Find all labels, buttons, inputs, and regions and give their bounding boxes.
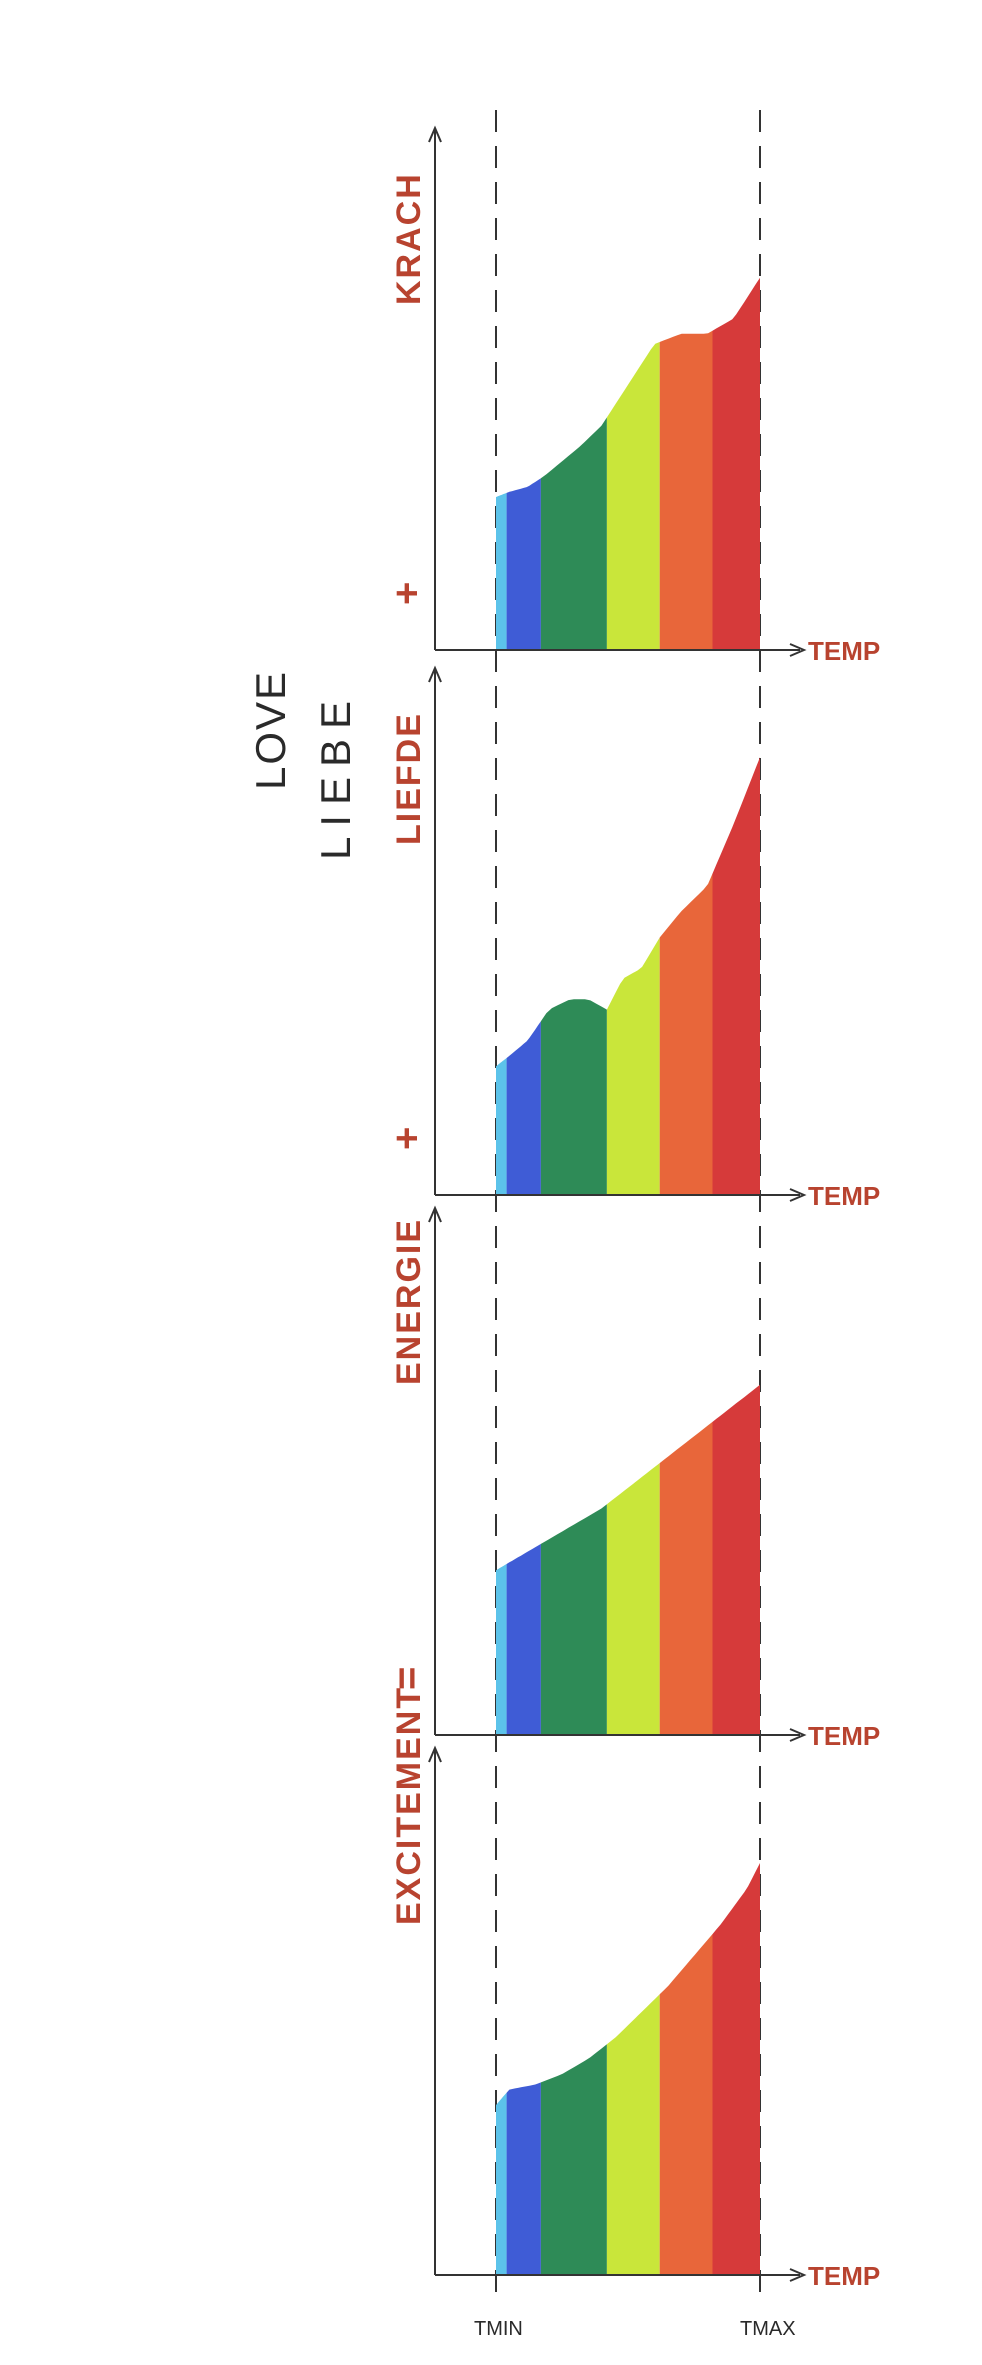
y-axis-arrow-icon xyxy=(428,1745,442,1763)
area-band-2 xyxy=(540,417,607,650)
area-band-2 xyxy=(540,999,607,1195)
heading-2: LIEBE xyxy=(312,691,359,860)
sign-marker: = xyxy=(385,1667,429,1690)
x-axis-label: TEMP xyxy=(808,1721,880,1751)
area-band-5 xyxy=(712,277,760,650)
sign-marker: + xyxy=(385,582,429,605)
area-band-4 xyxy=(659,1421,713,1735)
area-band-0 xyxy=(496,1564,507,1735)
y-axis-arrow-icon xyxy=(428,125,442,143)
y-axis-label: KRACH xyxy=(390,172,428,305)
area-band-5 xyxy=(712,1863,760,2275)
area-band-1 xyxy=(506,478,541,650)
area-band-5 xyxy=(712,1384,760,1735)
area-band-1 xyxy=(506,1543,541,1735)
area-band-2 xyxy=(540,2044,607,2275)
area-band-0 xyxy=(496,2092,507,2275)
charts-group: TEMP KRACH + TEMP LIEFDE + TEMP ENERGIE = TEMP EXC… xyxy=(385,125,880,2291)
area-band-4 xyxy=(659,330,713,650)
x-axis-label: TEMP xyxy=(808,1181,880,1211)
x-axis-arrow-icon xyxy=(789,1188,807,1202)
y-axis-label: ENERGIE xyxy=(390,1218,428,1385)
y-axis-arrow-icon xyxy=(428,1205,442,1223)
area-band-3 xyxy=(606,1994,660,2275)
area-band-3 xyxy=(606,1463,660,1735)
x-axis-arrow-icon xyxy=(789,2268,807,2282)
chart-3: TEMP EXCITEMENT xyxy=(390,1686,880,2291)
area-band-3 xyxy=(606,342,660,650)
sign-marker: + xyxy=(385,1127,429,1150)
chart-0: TEMP KRACH + xyxy=(385,125,880,666)
area-band-2 xyxy=(540,1504,607,1735)
area-band-4 xyxy=(659,1934,713,2275)
y-axis-label: LIEFDE xyxy=(390,712,428,845)
y-axis-arrow-icon xyxy=(428,665,442,683)
chart-2: TEMP ENERGIE = xyxy=(385,1205,880,1751)
x-axis-label: TEMP xyxy=(808,636,880,666)
x-axis-arrow-icon xyxy=(789,643,807,657)
area-band-5 xyxy=(712,757,760,1195)
tmin-label: TMIN xyxy=(474,2318,523,2340)
heading-line1: LOVE xyxy=(247,670,294,790)
tmax-label: TMAX xyxy=(740,2318,796,2340)
x-axis-label: TEMP xyxy=(808,2261,880,2291)
area-band-1 xyxy=(506,1021,541,1195)
heading-line2: LIEBE xyxy=(312,691,359,860)
area-band-0 xyxy=(496,492,507,650)
area-band-4 xyxy=(659,873,713,1195)
heading: LOVE xyxy=(247,670,294,790)
area-band-0 xyxy=(496,1058,507,1195)
area-band-1 xyxy=(506,2082,541,2275)
chart-1: TEMP LIEFDE + xyxy=(385,665,880,1211)
x-axis-arrow-icon xyxy=(789,1728,807,1742)
y-axis-label: EXCITEMENT xyxy=(390,1686,428,1925)
area-band-3 xyxy=(606,937,660,1195)
